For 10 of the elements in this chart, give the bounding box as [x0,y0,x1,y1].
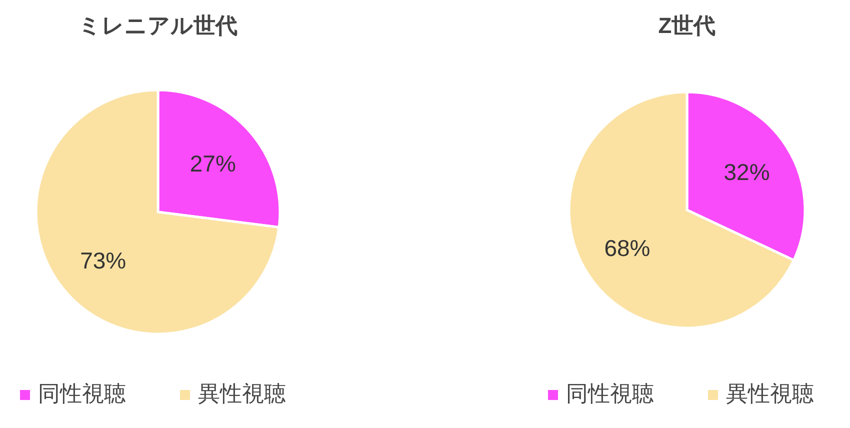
data-label: 27% [190,150,236,177]
legend-label: 異性視聴 [726,381,814,406]
data-label: 32% [724,159,770,186]
chart-title: ミレニアル世代 [78,13,238,38]
legend-label: 同性視聴 [38,381,126,406]
data-label: 73% [80,247,126,274]
legend-label: 同性視聴 [566,381,654,406]
data-label: 68% [604,234,650,261]
legend-label: 異性視聴 [198,381,286,406]
chart-title: Z世代 [658,13,716,38]
